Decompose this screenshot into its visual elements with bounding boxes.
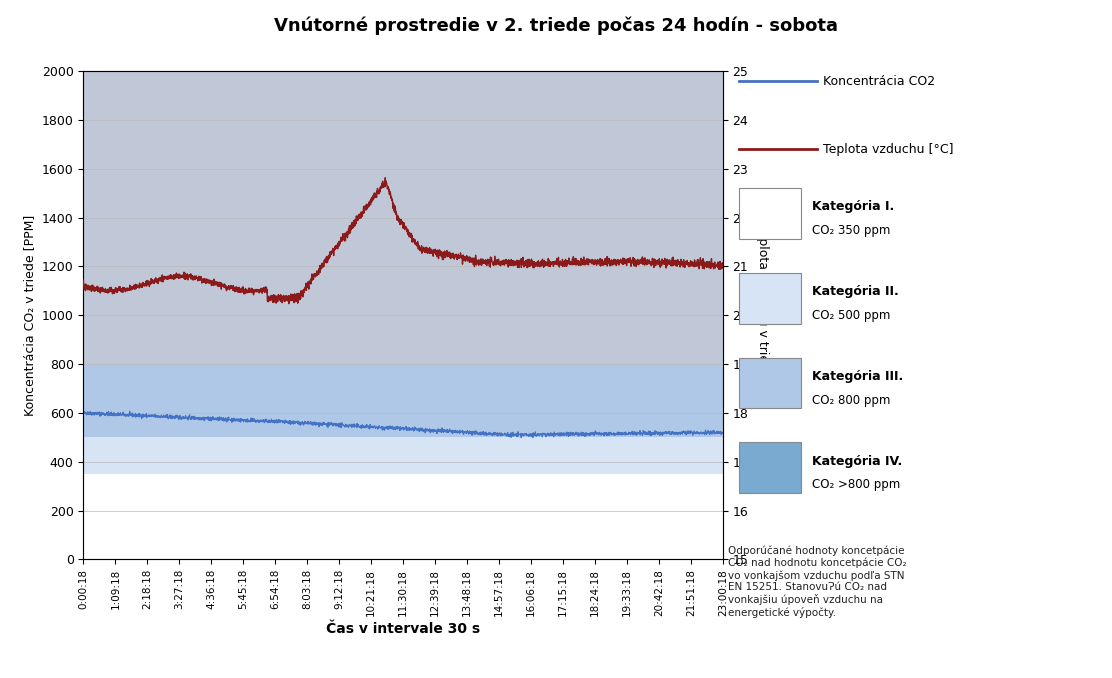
Text: CO₂ >800 ppm: CO₂ >800 ppm	[812, 478, 900, 492]
Text: Teplota vzduchu [°C]: Teplota vzduchu [°C]	[823, 142, 953, 156]
Bar	[83, 437, 723, 474]
Bar	[83, 71, 723, 364]
Text: Kategória II.: Kategória II.	[812, 285, 898, 298]
Text: Kategória III.: Kategória III.	[812, 370, 903, 383]
Text: Koncentrácia CO2: Koncentrácia CO2	[823, 75, 935, 88]
Text: CO₂ 500 ppm: CO₂ 500 ppm	[812, 308, 890, 322]
Text: Kategória I.: Kategória I.	[812, 200, 894, 214]
Text: Vnútorné prostredie v 2. triede počas 24 hodín - sobota: Vnútorné prostredie v 2. triede počas 24…	[274, 17, 838, 35]
Text: CO₂ 350 ppm: CO₂ 350 ppm	[812, 224, 890, 237]
Y-axis label: Koncentrácia CO₂ v triede [PPM]: Koncentrácia CO₂ v triede [PPM]	[23, 215, 37, 416]
Bar	[83, 364, 723, 437]
Text: CO₂ 800 ppm: CO₂ 800 ppm	[812, 393, 890, 407]
Bar	[83, 474, 723, 559]
X-axis label: Čas v intervale 30 s: Čas v intervale 30 s	[326, 622, 480, 636]
Text: Odporúčané hodnoty koncetрácie
CO₂ nad hodnotu koncetрácie CO₂
vo vonkajšom vzdu: Odporúčané hodnoty koncetрácie CO₂ nad h…	[728, 546, 907, 618]
Text: Kategória IV.: Kategória IV.	[812, 454, 902, 468]
Y-axis label: Teplota vzduchu v triede [°C]: Teplota vzduchu v triede [°C]	[756, 224, 770, 407]
